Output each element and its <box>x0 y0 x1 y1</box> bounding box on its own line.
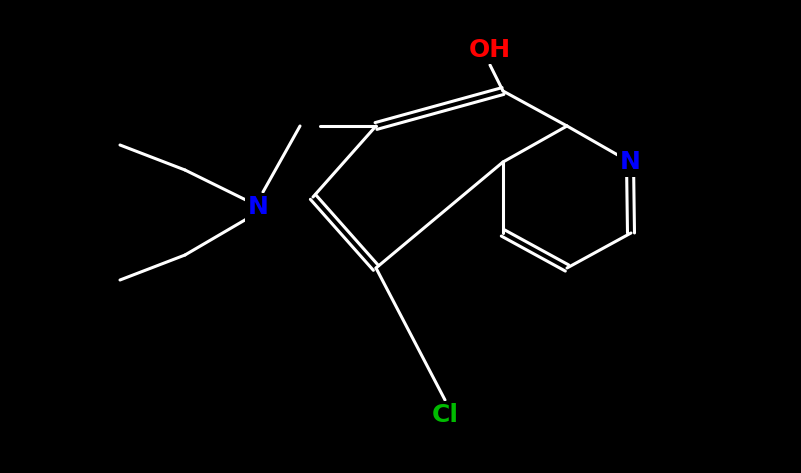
Text: N: N <box>248 195 268 219</box>
Text: N: N <box>619 150 641 174</box>
Text: OH: OH <box>469 38 511 62</box>
Text: Cl: Cl <box>432 403 458 427</box>
